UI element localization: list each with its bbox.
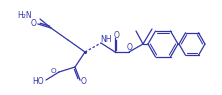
Text: NH: NH	[100, 36, 112, 44]
Text: O: O	[31, 19, 37, 27]
Text: O: O	[127, 44, 133, 53]
Text: O: O	[81, 76, 87, 86]
Text: HO: HO	[32, 76, 44, 86]
Text: H₂N: H₂N	[17, 11, 32, 21]
Text: O: O	[50, 68, 56, 74]
Text: O: O	[114, 32, 120, 40]
